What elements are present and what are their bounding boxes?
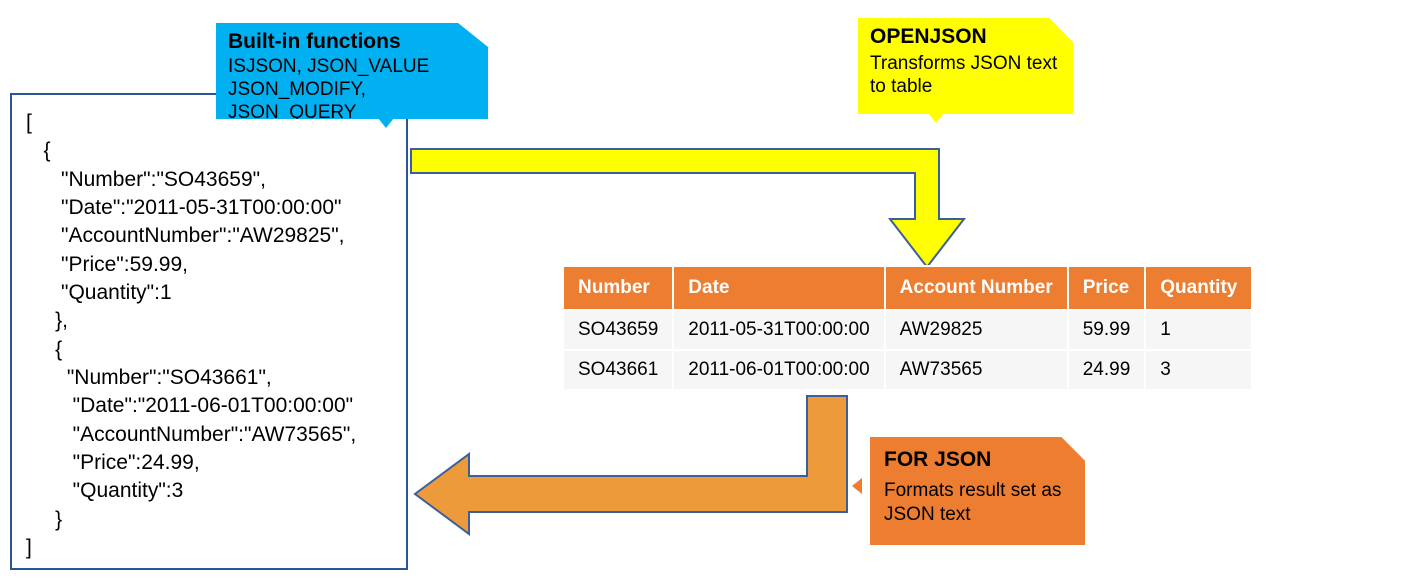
cell: AW29825	[885, 310, 1068, 350]
cell: 1	[1145, 310, 1252, 350]
cell: SO43659	[563, 310, 673, 350]
cell: 2011-05-31T00:00:00	[673, 310, 884, 350]
callout-openjson-body: Transforms JSON text to table	[870, 53, 1061, 99]
callout-forjson-title: FOR JSON	[884, 447, 1071, 473]
cell: AW73565	[885, 350, 1068, 390]
result-table: Number Date Account Number Price Quantit…	[562, 265, 1253, 391]
table-row: SO43661 2011-06-01T00:00:00 AW73565 24.9…	[563, 350, 1252, 390]
callout-openjson: OPENJSON Transforms JSON text to table	[858, 18, 1073, 114]
col-quantity: Quantity	[1145, 266, 1252, 310]
table-header-row: Number Date Account Number Price Quantit…	[563, 266, 1252, 310]
callout-builtin-title: Built-in functions	[228, 29, 476, 54]
table-row: SO43659 2011-05-31T00:00:00 AW29825 59.9…	[563, 310, 1252, 350]
cell: 2011-06-01T00:00:00	[673, 350, 884, 390]
callout-forjson: FOR JSON Formats result set as JSON text	[870, 437, 1085, 545]
callout-builtin-line1: ISJSON, JSON_VALUE	[228, 56, 476, 79]
json-text-box: [ { "Number":"SO43659", "Date":"2011-05-…	[10, 93, 408, 570]
cell: 3	[1145, 350, 1252, 390]
cell: 24.99	[1068, 350, 1146, 390]
callout-openjson-title: OPENJSON	[870, 24, 1061, 49]
callout-builtin-pointer	[378, 118, 394, 128]
col-number: Number	[563, 266, 673, 310]
cell: SO43661	[563, 350, 673, 390]
col-price: Price	[1068, 266, 1146, 310]
callout-builtin-functions: Built-in functions ISJSON, JSON_VALUE JS…	[216, 23, 488, 119]
callout-builtin-line2: JSON_MODIFY, JSON_QUERY	[228, 79, 476, 125]
col-date: Date	[673, 266, 884, 310]
col-account-number: Account Number	[885, 266, 1068, 310]
arrow-openjson	[409, 139, 979, 274]
cell: 59.99	[1068, 310, 1146, 350]
callout-openjson-pointer	[928, 113, 944, 123]
arrow-forjson	[409, 394, 889, 539]
callout-forjson-body: Formats result set as JSON text	[884, 479, 1071, 527]
